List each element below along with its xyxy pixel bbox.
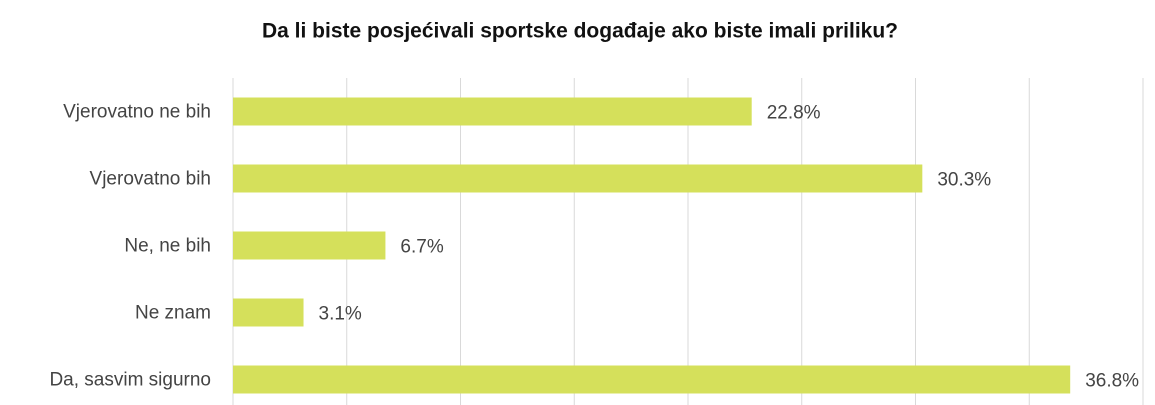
- bar: [233, 97, 752, 126]
- value-label: 22.8%: [767, 103, 821, 124]
- value-label: 3.1%: [319, 304, 362, 325]
- y-tick-label: Da, sasvim sigurno: [49, 370, 211, 391]
- value-label: 36.8%: [1085, 371, 1139, 392]
- y-tick-label: Vjerovatno ne bih: [63, 102, 211, 123]
- bar: [233, 231, 386, 260]
- y-tick-label: Vjerovatno bih: [90, 169, 211, 190]
- bar: [233, 298, 304, 327]
- bar: [233, 164, 923, 193]
- chart-title: Da li biste posjećivali sportske događaj…: [262, 20, 898, 43]
- bar: [233, 365, 1071, 394]
- value-label: 30.3%: [937, 170, 991, 191]
- y-tick-label: Ne znam: [135, 303, 211, 324]
- y-tick-label: Ne, ne bih: [124, 236, 211, 257]
- value-label: 6.7%: [400, 237, 443, 258]
